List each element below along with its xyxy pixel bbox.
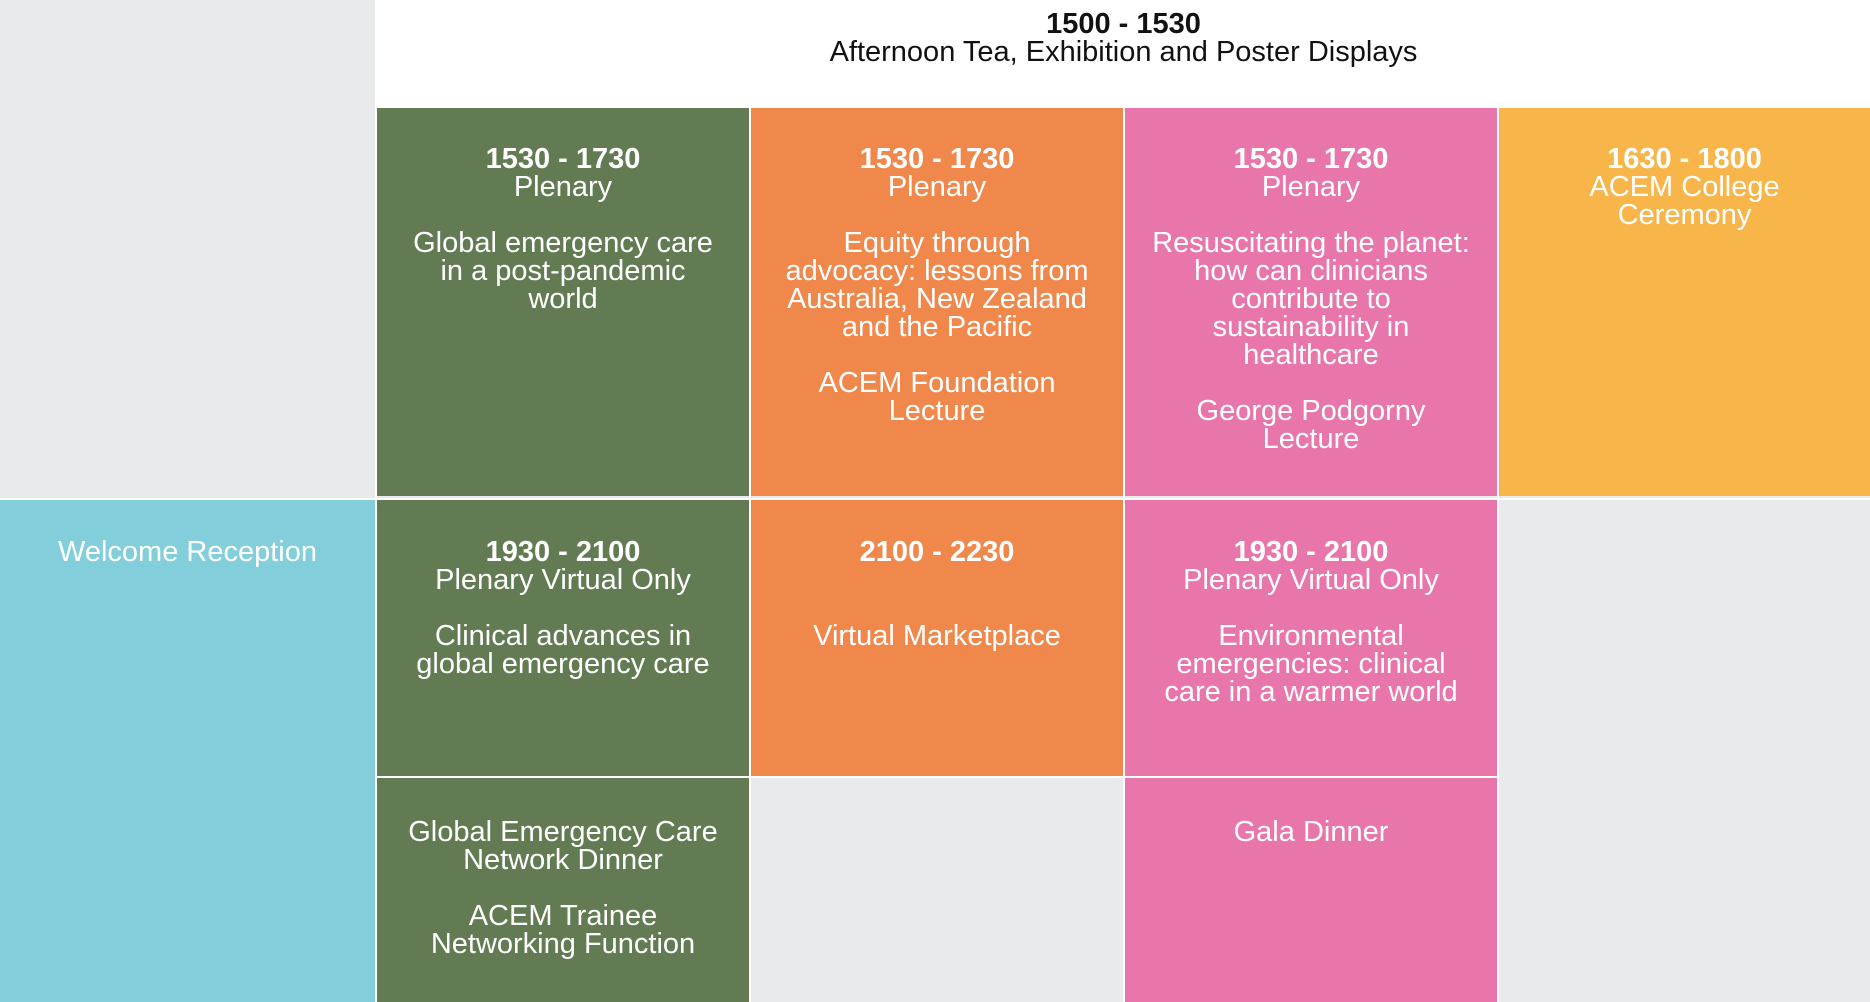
- grid-line: [1123, 106, 1125, 1002]
- session-gala-dinner: Gala Dinner: [1125, 778, 1497, 1002]
- session-title: Gala Dinner: [1233, 816, 1389, 848]
- session-time: 2100 - 2230: [859, 536, 1015, 568]
- session-acem-college-ceremony: 1630 - 1800 ACEM College Ceremony: [1499, 108, 1870, 496]
- session-type: Plenary Virtual Only: [1183, 564, 1439, 596]
- grid-line: [375, 776, 1499, 778]
- grid-line: [749, 106, 751, 1002]
- session-clinical-advances: 1930 - 2100 Plenary Virtual Only Clinica…: [377, 500, 749, 776]
- afternoon-tea-banner: 1500 - 1530 Afternoon Tea, Exhibition an…: [377, 0, 1870, 106]
- session-title: Virtual Marketplace: [813, 620, 1061, 652]
- session-type: Plenary Virtual Only: [435, 564, 691, 596]
- session-network-dinner: Global Emergency Care Network Dinner ACE…: [377, 778, 749, 1002]
- session-title: Global Emergency Care Network Dinner: [408, 816, 718, 876]
- session-equity-through-advocacy: 1530 - 1730 Plenary Equity through advoc…: [751, 108, 1123, 496]
- afternoon-tea-time: 1500 - 1530: [1046, 8, 1201, 40]
- empty-center-lower: [751, 778, 1123, 1002]
- session-type: Plenary: [513, 171, 613, 203]
- session-time: 1530 - 1730: [859, 143, 1015, 175]
- grid-line: [0, 498, 1870, 500]
- grid-line: [375, 106, 1870, 108]
- session-time: 1530 - 1730: [485, 143, 641, 175]
- session-title: Clinical advances in global emergency ca…: [416, 620, 710, 680]
- grid-line: [1497, 106, 1499, 1002]
- session-time: 1930 - 2100: [485, 536, 641, 568]
- session-title: Resuscitating the planet: how can clinic…: [1152, 227, 1470, 371]
- session-title: Global emergency care in a post-pandemic…: [413, 227, 713, 315]
- session-time: 1630 - 1800: [1607, 143, 1762, 175]
- session-global-emergency-care: 1530 - 1730 Plenary Global emergency car…: [377, 108, 749, 496]
- session-time: 1530 - 1730: [1233, 143, 1389, 175]
- session-lecture: George Podgorny Lecture: [1196, 395, 1426, 455]
- session-virtual-marketplace: 2100 - 2230 Virtual Marketplace: [751, 500, 1123, 776]
- empty-top-left: [0, 0, 375, 498]
- session-lecture: ACEM Foundation Lecture: [818, 367, 1056, 427]
- session-subtitle: ACEM Trainee Networking Function: [430, 900, 696, 960]
- session-resuscitating-the-planet: 1530 - 1730 Plenary Resuscitating the pl…: [1125, 108, 1497, 496]
- afternoon-tea-title: Afternoon Tea, Exhibition and Poster Dis…: [829, 36, 1418, 68]
- empty-right-lower: [1499, 500, 1870, 1002]
- session-title: Environmental emergencies: clinical care…: [1164, 620, 1458, 708]
- session-type: Plenary: [1261, 171, 1361, 203]
- session-title: Equity through advocacy: lessons from Au…: [785, 227, 1089, 343]
- session-type: ACEM College Ceremony: [1589, 171, 1780, 231]
- session-environmental-emergencies: 1930 - 2100 Plenary Virtual Only Environ…: [1125, 500, 1497, 776]
- session-type: Plenary: [887, 171, 987, 203]
- session-time: 1930 - 2100: [1233, 536, 1389, 568]
- welcome-reception: Welcome Reception: [0, 500, 375, 1002]
- welcome-reception-label: Welcome Reception: [58, 536, 317, 568]
- session-type: [781, 566, 1093, 594]
- grid-line: [375, 0, 377, 1002]
